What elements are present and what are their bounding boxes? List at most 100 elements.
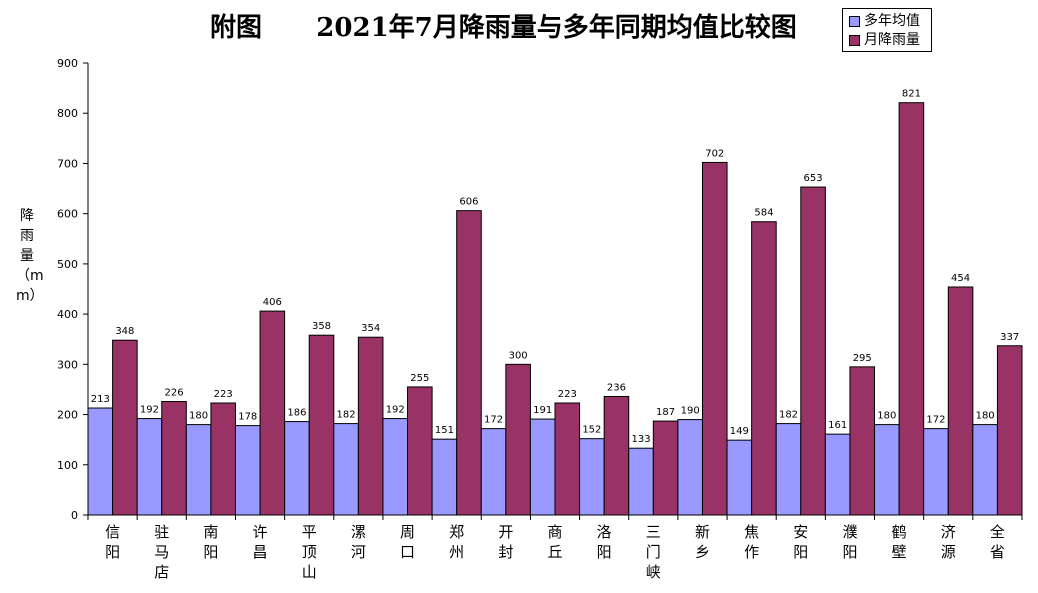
data-label: 187 (656, 407, 675, 418)
data-label: 180 (877, 411, 896, 422)
bar-average (824, 433, 851, 516)
x-tick-label: 漯河 (351, 523, 366, 561)
data-label: 406 (263, 297, 282, 308)
bar-average (136, 418, 163, 516)
bar-average (185, 424, 212, 516)
x-tick-label: 安阳 (793, 523, 808, 561)
bar-average (628, 447, 654, 516)
bar-rainfall (308, 334, 335, 516)
data-label: 180 (976, 411, 995, 422)
bar-average (726, 439, 753, 516)
y-tick-label: 700 (57, 157, 78, 170)
bar-average (333, 423, 359, 516)
data-label: 152 (582, 425, 601, 436)
x-tick-label: 濮阳 (842, 523, 857, 561)
legend-swatch-series-1 (849, 34, 860, 46)
y-tick-label: 300 (57, 358, 78, 371)
data-label: 149 (730, 426, 749, 437)
bar-rainfall (849, 366, 876, 516)
data-label: 172 (484, 415, 503, 426)
legend-label-series-1: 月降雨量 (864, 32, 920, 48)
bar-rainfall (161, 400, 187, 516)
bar-rainfall (996, 345, 1023, 516)
data-label: 191 (533, 405, 552, 416)
legend: 多年均值 月降雨量 (842, 8, 932, 52)
bar-rainfall (652, 420, 679, 516)
bar-rainfall (554, 402, 581, 516)
data-label: 182 (779, 410, 798, 421)
bar-average (775, 423, 802, 516)
x-tick-label: 全省 (990, 523, 1005, 561)
bar-rainfall (898, 102, 925, 516)
data-label: 172 (926, 415, 945, 426)
bar-rainfall (701, 161, 728, 516)
y-tick-label: 200 (57, 409, 78, 422)
data-label: 702 (705, 148, 724, 159)
x-tick-label: 开封 (498, 523, 513, 561)
x-tick-label: 焦作 (744, 523, 759, 561)
data-label: 223 (558, 389, 577, 400)
data-label: 180 (189, 411, 208, 422)
data-label: 337 (1000, 332, 1019, 343)
y-tick-label: 500 (57, 258, 78, 271)
bar-rainfall (210, 402, 236, 516)
x-tick-label: 鹤壁 (892, 523, 907, 561)
legend-item-series-1: 月降雨量 (849, 31, 920, 49)
x-tick-label: 南阳 (203, 523, 218, 561)
x-tick-label: 平顶山 (302, 523, 317, 581)
bar-rainfall (603, 395, 630, 516)
bar-average (874, 424, 900, 516)
y-tick-label: 0 (71, 509, 78, 522)
data-label: 186 (287, 408, 306, 419)
bar-average (234, 425, 261, 516)
bar-average (677, 419, 703, 516)
y-tick-label: 600 (57, 208, 78, 221)
y-tick-label: 400 (57, 308, 78, 321)
x-tick-label: 三门峡 (646, 523, 661, 581)
x-tick-label: 商丘 (547, 523, 562, 561)
data-label: 255 (410, 373, 429, 384)
x-tick-label: 许昌 (253, 523, 268, 561)
bar-rainfall (259, 310, 286, 516)
data-label: 192 (386, 405, 405, 416)
x-tick-label: 新乡 (695, 523, 710, 561)
data-label: 226 (164, 387, 183, 398)
data-label: 133 (631, 434, 650, 445)
bar-rainfall (800, 186, 826, 516)
bar-average (529, 418, 556, 516)
y-tick-label: 900 (57, 57, 78, 70)
data-label: 182 (337, 410, 356, 421)
bar-average (431, 438, 458, 516)
data-label: 236 (607, 382, 626, 393)
data-label: 454 (951, 273, 970, 284)
data-label: 190 (681, 406, 700, 417)
legend-item-series-0: 多年均值 (849, 12, 920, 30)
chart-title: 附图 2021年7月降雨量与多年同期均值比较图 (210, 13, 797, 43)
bar-average (480, 428, 507, 516)
bar-average (923, 428, 949, 516)
bar-rainfall (112, 339, 138, 516)
bar-average (284, 421, 310, 516)
bar-average (579, 438, 605, 516)
x-tick-label: 信阳 (105, 523, 120, 561)
y-tick-label: 800 (57, 107, 78, 120)
data-label: 584 (754, 208, 773, 219)
bar-rainfall (947, 286, 974, 516)
data-label: 300 (509, 350, 528, 361)
x-tick-label: 洛阳 (597, 523, 612, 561)
x-tick-label: 郑州 (449, 523, 464, 561)
legend-swatch-series-0 (849, 15, 860, 27)
bar-rainfall (407, 386, 433, 516)
x-tick-label: 周口 (400, 523, 415, 561)
bar-rainfall (456, 210, 482, 516)
y-axis-label: 降雨量（mm） (16, 208, 44, 304)
data-label: 653 (804, 173, 823, 184)
data-label: 178 (238, 412, 257, 423)
data-label: 213 (91, 394, 110, 405)
data-label: 161 (828, 420, 847, 431)
y-tick-label: 100 (57, 459, 78, 472)
data-label: 354 (361, 323, 380, 334)
bar-average (972, 424, 998, 516)
data-label: 821 (902, 89, 921, 100)
